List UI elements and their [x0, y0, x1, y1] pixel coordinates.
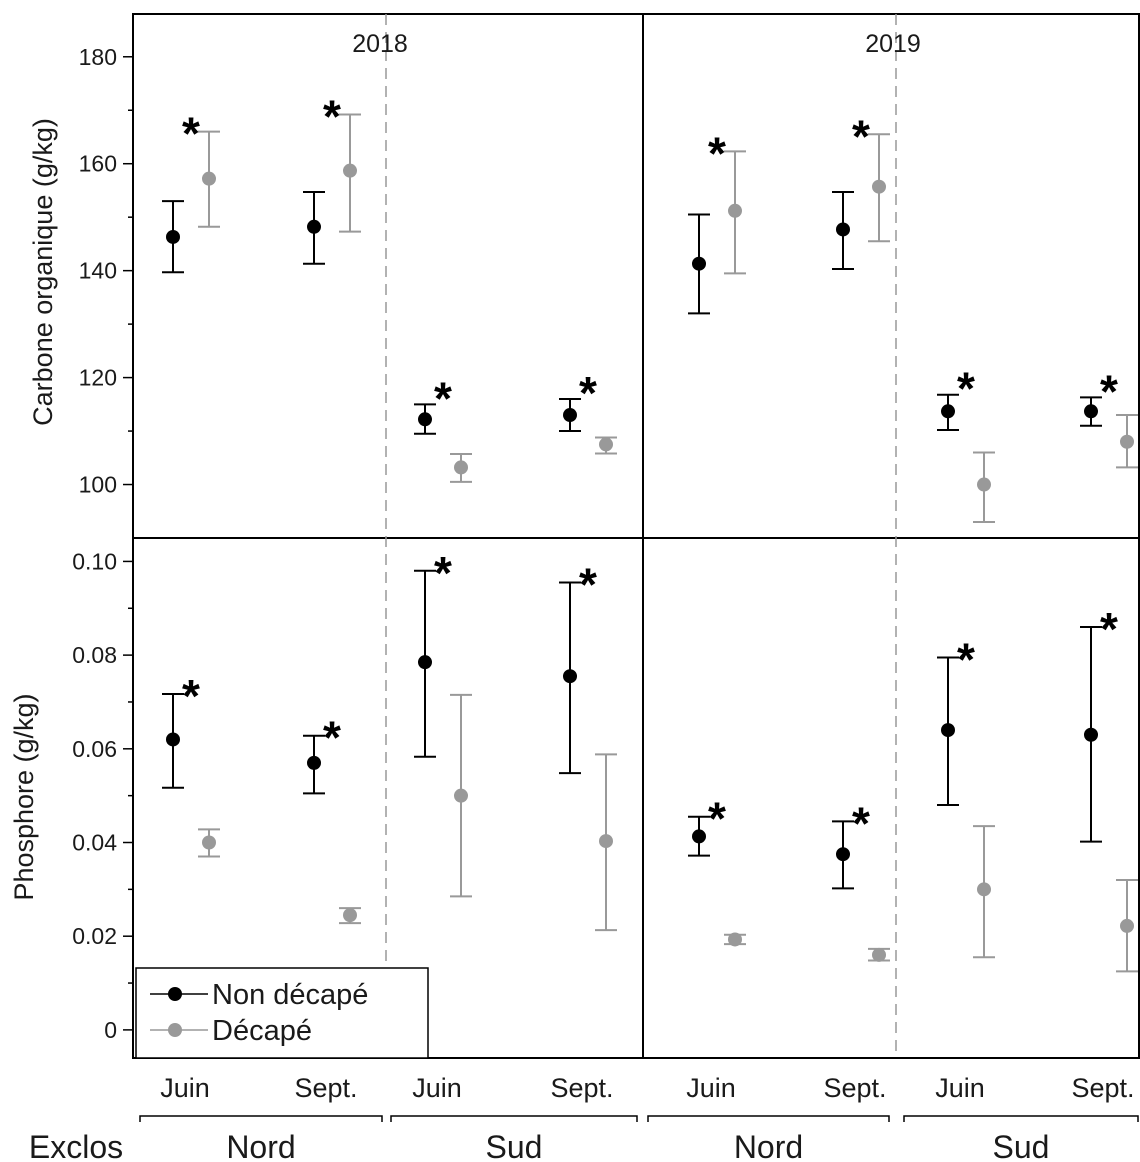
x-category-label-6: Juin [935, 1073, 985, 1103]
significance-star-carbone-4: * [708, 127, 726, 179]
legend-label-non-decape: Non décapé [212, 979, 368, 1011]
point-non-decape-carbone-0 [166, 229, 180, 244]
group-label-3: Sud [993, 1129, 1050, 1162]
y-axis-title-carbone: Carbone organique (g/kg) [28, 118, 58, 426]
x-category-label-1: Sept. [294, 1073, 357, 1103]
point-decape-carbone-4 [728, 203, 742, 218]
group-label-2: Nord [734, 1129, 803, 1162]
panel-frames [123, 13, 1140, 1122]
significance-star-phosphore-3: * [579, 559, 597, 611]
point-decape-carbone-6 [977, 477, 991, 492]
point-decape-carbone-0 [202, 171, 216, 186]
legend-marker-non-decape [168, 987, 182, 1001]
point-non-decape-phosphore-5 [836, 847, 850, 862]
y-tick-label-carbone-4: 180 [79, 44, 117, 70]
point-decape-phosphore-4 [728, 932, 742, 947]
legend: Non décapé Décapé [135, 967, 429, 1059]
point-decape-carbone-3 [599, 437, 613, 452]
x-category-label-0: Juin [160, 1073, 210, 1103]
x-category-label-3: Sept. [550, 1073, 613, 1103]
y-tick-label-phosphore-3: 0.06 [72, 736, 117, 762]
group-label-1: Sud [486, 1129, 543, 1162]
y-tick-label-phosphore-1: 0.02 [72, 923, 117, 949]
y-tick-label-phosphore-2: 0.04 [72, 830, 117, 856]
y-tick-label-phosphore-5: 0.10 [72, 548, 117, 574]
y-tick-label-phosphore-4: 0.08 [72, 642, 117, 668]
point-decape-carbone-5 [872, 179, 886, 194]
point-decape-phosphore-5 [872, 947, 886, 962]
point-non-decape-carbone-4 [692, 256, 706, 271]
data-marks [162, 113, 1138, 973]
point-non-decape-carbone-3 [563, 408, 577, 423]
plot-frame [132, 13, 1140, 1059]
point-non-decape-carbone-6 [941, 404, 955, 419]
point-non-decape-carbone-7 [1084, 404, 1098, 419]
y-tick-label-phosphore-0: 0 [104, 1017, 117, 1043]
x-category-label-7: Sept. [1071, 1073, 1134, 1103]
point-non-decape-carbone-2 [418, 412, 432, 427]
point-decape-phosphore-0 [202, 835, 216, 850]
x-category-label-2: Juin [412, 1073, 462, 1103]
point-non-decape-carbone-5 [836, 222, 850, 237]
year-label-2019: 2019 [865, 30, 921, 58]
point-decape-carbone-1 [343, 163, 357, 178]
point-decape-carbone-7 [1120, 434, 1134, 449]
group-bracket-3 [903, 1115, 1139, 1122]
point-non-decape-phosphore-7 [1084, 727, 1098, 742]
point-non-decape-phosphore-4 [692, 829, 706, 844]
point-decape-phosphore-2 [454, 788, 468, 803]
group-bracket-2 [647, 1115, 890, 1122]
significance-star-phosphore-7: * [1100, 603, 1118, 655]
point-non-decape-carbone-1 [307, 219, 321, 234]
significance-star-carbone-6: * [957, 363, 975, 415]
legend-label-decape: Décapé [212, 1015, 312, 1047]
significance-star-carbone-5: * [852, 110, 870, 162]
point-non-decape-phosphore-0 [166, 732, 180, 747]
point-decape-phosphore-7 [1120, 918, 1134, 933]
significance-star-phosphore-4: * [708, 793, 726, 845]
significance-star-phosphore-2: * [434, 547, 452, 599]
point-decape-phosphore-6 [977, 882, 991, 897]
x-category-label-4: Juin [686, 1073, 736, 1103]
point-non-decape-phosphore-6 [941, 723, 955, 738]
group-bracket-1 [390, 1115, 638, 1122]
point-decape-carbone-2 [454, 460, 468, 475]
y-tick-label-carbone-3: 160 [79, 151, 117, 177]
year-label-2018: 2018 [352, 30, 408, 58]
y-tick-label-carbone-2: 140 [79, 258, 117, 284]
x-axis-prefix: Exclos [29, 1129, 123, 1162]
group-label-0: Nord [226, 1129, 295, 1162]
significance-star-carbone-7: * [1100, 365, 1118, 417]
significance-star-carbone-3: * [579, 367, 597, 419]
point-non-decape-phosphore-2 [418, 655, 432, 670]
point-non-decape-phosphore-3 [563, 669, 577, 684]
y-tick-label-carbone-0: 100 [79, 472, 117, 498]
significance-star-phosphore-1: * [323, 712, 341, 764]
legend-box [135, 967, 429, 1059]
point-decape-phosphore-1 [343, 908, 357, 923]
significance-star-phosphore-6: * [957, 633, 975, 685]
significance-star-carbone-0: * [182, 108, 200, 160]
y-axis-title-phosphore: Phosphore (g/kg) [9, 693, 39, 900]
text-layer: 2018 2019 Carbone organique (g/kg) Phosp… [9, 30, 1135, 1162]
legend-marker-decape [168, 1023, 182, 1037]
y-tick-label-carbone-1: 120 [79, 365, 117, 391]
x-category-label-5: Sept. [823, 1073, 886, 1103]
significance-star-carbone-1: * [323, 91, 341, 143]
point-non-decape-phosphore-1 [307, 755, 321, 770]
significance-star-phosphore-0: * [182, 670, 200, 722]
significance-star-carbone-2: * [434, 372, 452, 424]
significance-star-phosphore-5: * [852, 797, 870, 849]
group-bracket-0 [139, 1115, 383, 1122]
point-decape-phosphore-3 [599, 834, 613, 849]
